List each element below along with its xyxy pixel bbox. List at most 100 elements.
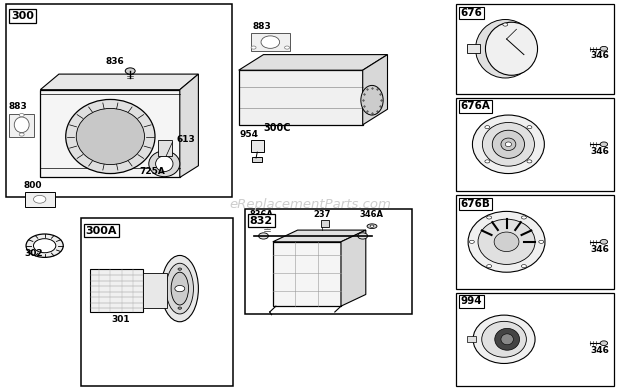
Text: 346: 346 bbox=[591, 346, 609, 355]
Ellipse shape bbox=[19, 133, 24, 136]
Text: eReplacementParts.com: eReplacementParts.com bbox=[229, 198, 391, 211]
Ellipse shape bbox=[501, 138, 516, 151]
Text: 832: 832 bbox=[250, 216, 273, 226]
Text: 300C: 300C bbox=[264, 122, 291, 133]
Text: 346: 346 bbox=[591, 147, 609, 156]
Bar bbox=[143, 273, 167, 308]
Ellipse shape bbox=[505, 142, 511, 147]
Text: 836A: 836A bbox=[249, 210, 273, 219]
Ellipse shape bbox=[367, 224, 377, 229]
Text: 237: 237 bbox=[313, 210, 330, 219]
Circle shape bbox=[600, 46, 608, 51]
Text: 300: 300 bbox=[11, 11, 34, 21]
Text: 800: 800 bbox=[24, 181, 42, 190]
Circle shape bbox=[600, 341, 608, 346]
Ellipse shape bbox=[482, 321, 526, 357]
Bar bbox=[81, 218, 232, 386]
Ellipse shape bbox=[66, 99, 155, 174]
Text: 301: 301 bbox=[112, 315, 130, 324]
Text: 994: 994 bbox=[461, 296, 482, 307]
Ellipse shape bbox=[285, 46, 290, 49]
Text: 836: 836 bbox=[105, 57, 124, 66]
Circle shape bbox=[600, 239, 608, 244]
Bar bbox=[245, 209, 412, 314]
Ellipse shape bbox=[494, 232, 519, 252]
Ellipse shape bbox=[473, 315, 535, 363]
Ellipse shape bbox=[501, 334, 513, 345]
Circle shape bbox=[178, 307, 182, 309]
Circle shape bbox=[259, 233, 268, 239]
Bar bbox=[456, 98, 614, 191]
Ellipse shape bbox=[166, 263, 193, 314]
Circle shape bbox=[370, 225, 374, 227]
Bar bbox=[321, 220, 329, 227]
Ellipse shape bbox=[171, 272, 188, 305]
Circle shape bbox=[485, 160, 490, 163]
Bar bbox=[6, 4, 232, 197]
Text: 676: 676 bbox=[461, 8, 482, 18]
Bar bbox=[158, 140, 172, 156]
Text: 954: 954 bbox=[239, 130, 259, 139]
Ellipse shape bbox=[33, 195, 46, 203]
Circle shape bbox=[33, 239, 56, 253]
Text: 300A: 300A bbox=[86, 225, 117, 236]
Text: 676A: 676A bbox=[461, 101, 490, 112]
Ellipse shape bbox=[161, 255, 198, 322]
Polygon shape bbox=[273, 230, 366, 242]
Bar bbox=[273, 242, 341, 306]
Bar bbox=[40, 90, 180, 177]
Polygon shape bbox=[363, 55, 388, 125]
Text: 725A: 725A bbox=[140, 167, 166, 176]
Text: 676B: 676B bbox=[461, 199, 490, 209]
Polygon shape bbox=[180, 74, 198, 177]
Circle shape bbox=[527, 126, 532, 129]
Circle shape bbox=[262, 220, 271, 225]
Polygon shape bbox=[40, 74, 198, 90]
Bar bbox=[9, 114, 34, 136]
Bar bbox=[251, 140, 264, 152]
Text: 346: 346 bbox=[591, 51, 609, 60]
Circle shape bbox=[125, 68, 135, 74]
Text: 883: 883 bbox=[252, 22, 271, 31]
Circle shape bbox=[26, 234, 63, 257]
Bar bbox=[467, 44, 480, 53]
Ellipse shape bbox=[261, 36, 280, 48]
Ellipse shape bbox=[472, 115, 544, 174]
Bar bbox=[251, 33, 290, 51]
Circle shape bbox=[485, 126, 490, 129]
Ellipse shape bbox=[149, 151, 180, 177]
Bar bbox=[456, 292, 614, 386]
Ellipse shape bbox=[76, 108, 144, 165]
Bar bbox=[25, 192, 55, 207]
Text: 346: 346 bbox=[591, 245, 609, 254]
Circle shape bbox=[175, 285, 185, 292]
Circle shape bbox=[539, 240, 544, 243]
Bar bbox=[90, 269, 143, 312]
Circle shape bbox=[469, 240, 474, 243]
Circle shape bbox=[521, 216, 526, 219]
Text: 302: 302 bbox=[25, 249, 43, 258]
Circle shape bbox=[487, 216, 492, 219]
Bar bbox=[456, 195, 614, 289]
Circle shape bbox=[487, 264, 492, 268]
Bar bbox=[467, 336, 476, 342]
Ellipse shape bbox=[361, 85, 383, 115]
Ellipse shape bbox=[492, 130, 525, 158]
Ellipse shape bbox=[495, 328, 520, 350]
Bar bbox=[239, 70, 363, 125]
Ellipse shape bbox=[485, 22, 538, 75]
Ellipse shape bbox=[14, 117, 29, 133]
Text: 613: 613 bbox=[177, 135, 195, 144]
Circle shape bbox=[503, 23, 508, 26]
Ellipse shape bbox=[478, 219, 535, 264]
Ellipse shape bbox=[19, 113, 24, 117]
Text: 346A: 346A bbox=[360, 210, 384, 219]
Circle shape bbox=[521, 264, 526, 268]
Ellipse shape bbox=[482, 122, 534, 166]
Polygon shape bbox=[341, 230, 366, 306]
Polygon shape bbox=[239, 55, 388, 70]
Circle shape bbox=[600, 142, 608, 147]
Ellipse shape bbox=[156, 156, 173, 172]
Ellipse shape bbox=[476, 20, 535, 78]
Bar bbox=[456, 4, 614, 94]
